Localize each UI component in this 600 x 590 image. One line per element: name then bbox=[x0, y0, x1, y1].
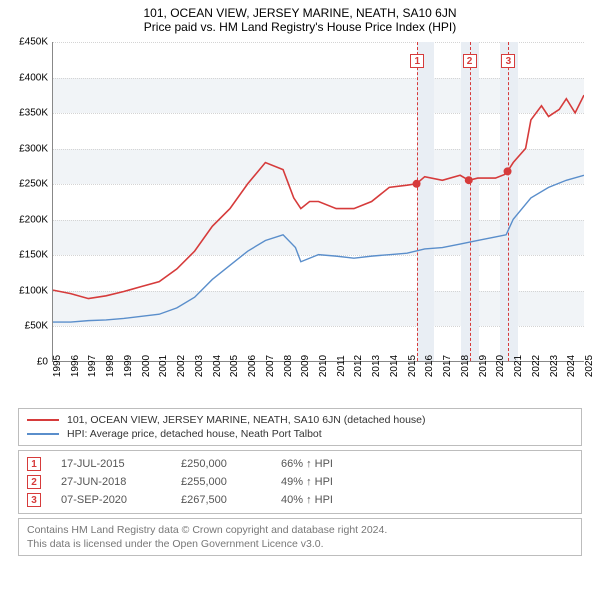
legend-label: HPI: Average price, detached house, Neat… bbox=[67, 428, 322, 440]
x-axis-label: 2023 bbox=[549, 355, 560, 377]
y-axis-label: £50K bbox=[8, 321, 48, 332]
x-axis-label: 2000 bbox=[141, 355, 152, 377]
y-axis-label: £400K bbox=[8, 72, 48, 83]
x-axis-label: 2016 bbox=[424, 355, 435, 377]
x-axis-label: 2009 bbox=[300, 355, 311, 377]
y-axis-label: £200K bbox=[8, 214, 48, 225]
legend-swatch bbox=[27, 419, 59, 421]
series-line bbox=[53, 175, 584, 322]
event-date: 27-JUN-2018 bbox=[61, 476, 161, 488]
event-delta: 49% ↑ HPI bbox=[281, 476, 333, 488]
x-axis-label: 2014 bbox=[389, 355, 400, 377]
chart-subtitle: Price paid vs. HM Land Registry's House … bbox=[8, 20, 592, 34]
footer-line2: This data is licensed under the Open Gov… bbox=[27, 537, 573, 551]
x-axis-label: 2011 bbox=[336, 355, 347, 377]
event-price: £267,500 bbox=[181, 494, 261, 506]
event-number-box: 3 bbox=[27, 493, 41, 507]
x-axis-label: 2010 bbox=[318, 355, 329, 377]
event-delta: 66% ↑ HPI bbox=[281, 458, 333, 470]
footer-line1: Contains HM Land Registry data © Crown c… bbox=[27, 523, 573, 537]
x-axis-label: 2013 bbox=[371, 355, 382, 377]
legend: 101, OCEAN VIEW, JERSEY MARINE, NEATH, S… bbox=[18, 408, 582, 446]
x-axis-label: 2004 bbox=[212, 355, 223, 377]
x-axis-label: 2020 bbox=[495, 355, 506, 377]
y-axis-label: £450K bbox=[8, 37, 48, 48]
x-axis-label: 1998 bbox=[105, 355, 116, 377]
x-axis-label: 1997 bbox=[87, 355, 98, 377]
x-axis-label: 2024 bbox=[566, 355, 577, 377]
event-dot bbox=[413, 180, 421, 188]
x-axis-label: 2019 bbox=[478, 355, 489, 377]
attribution: Contains HM Land Registry data © Crown c… bbox=[18, 518, 582, 556]
event-number-box: 2 bbox=[27, 475, 41, 489]
y-axis-label: £300K bbox=[8, 143, 48, 154]
x-axis-label: 2001 bbox=[158, 355, 169, 377]
event-table: 1 17-JUL-2015 £250,000 66% ↑ HPI 2 27-JUN-201… bbox=[18, 450, 582, 514]
y-axis-label: £100K bbox=[8, 285, 48, 296]
x-axis-label: 1996 bbox=[70, 355, 81, 377]
legend-label: 101, OCEAN VIEW, JERSEY MARINE, NEATH, S… bbox=[67, 414, 426, 426]
legend-item: 101, OCEAN VIEW, JERSEY MARINE, NEATH, S… bbox=[27, 413, 573, 427]
plot: 123 bbox=[52, 42, 584, 362]
y-axis-label: £350K bbox=[8, 108, 48, 119]
x-axis-label: 2017 bbox=[442, 355, 453, 377]
series-line bbox=[53, 95, 584, 298]
chart-title: 101, OCEAN VIEW, JERSEY MARINE, NEATH, S… bbox=[8, 6, 592, 20]
y-axis-label: £0 bbox=[8, 357, 48, 368]
legend-item: HPI: Average price, detached house, Neat… bbox=[27, 427, 573, 441]
y-axis-label: £150K bbox=[8, 250, 48, 261]
x-axis-label: 2003 bbox=[194, 355, 205, 377]
event-row: 2 27-JUN-2018 £255,000 49% ↑ HPI bbox=[27, 473, 573, 491]
x-axis-label: 2012 bbox=[353, 355, 364, 377]
x-axis-label: 2015 bbox=[407, 355, 418, 377]
event-dot bbox=[504, 167, 512, 175]
x-axis-label: 2021 bbox=[513, 355, 524, 377]
event-price: £255,000 bbox=[181, 476, 261, 488]
event-date: 07-SEP-2020 bbox=[61, 494, 161, 506]
event-price: £250,000 bbox=[181, 458, 261, 470]
x-axis-label: 2006 bbox=[247, 355, 258, 377]
x-axis-label: 2005 bbox=[229, 355, 240, 377]
x-axis-label: 1995 bbox=[52, 355, 63, 377]
legend-swatch bbox=[27, 433, 59, 435]
event-dot bbox=[465, 176, 473, 184]
event-number-box: 1 bbox=[27, 457, 41, 471]
x-axis-label: 2008 bbox=[283, 355, 294, 377]
event-row: 1 17-JUL-2015 £250,000 66% ↑ HPI bbox=[27, 455, 573, 473]
event-delta: 40% ↑ HPI bbox=[281, 494, 333, 506]
x-axis-label: 2025 bbox=[584, 355, 595, 377]
x-axis-label: 1999 bbox=[123, 355, 134, 377]
x-axis-label: 2022 bbox=[531, 355, 542, 377]
x-axis-label: 2007 bbox=[265, 355, 276, 377]
y-axis-label: £250K bbox=[8, 179, 48, 190]
x-axis-label: 2018 bbox=[460, 355, 471, 377]
event-date: 17-JUL-2015 bbox=[61, 458, 161, 470]
event-row: 3 07-SEP-2020 £267,500 40% ↑ HPI bbox=[27, 491, 573, 509]
x-axis-label: 2002 bbox=[176, 355, 187, 377]
chart-area: £0 £50K £100K £150K £200K £250K £300K £350K £400… bbox=[8, 36, 592, 406]
